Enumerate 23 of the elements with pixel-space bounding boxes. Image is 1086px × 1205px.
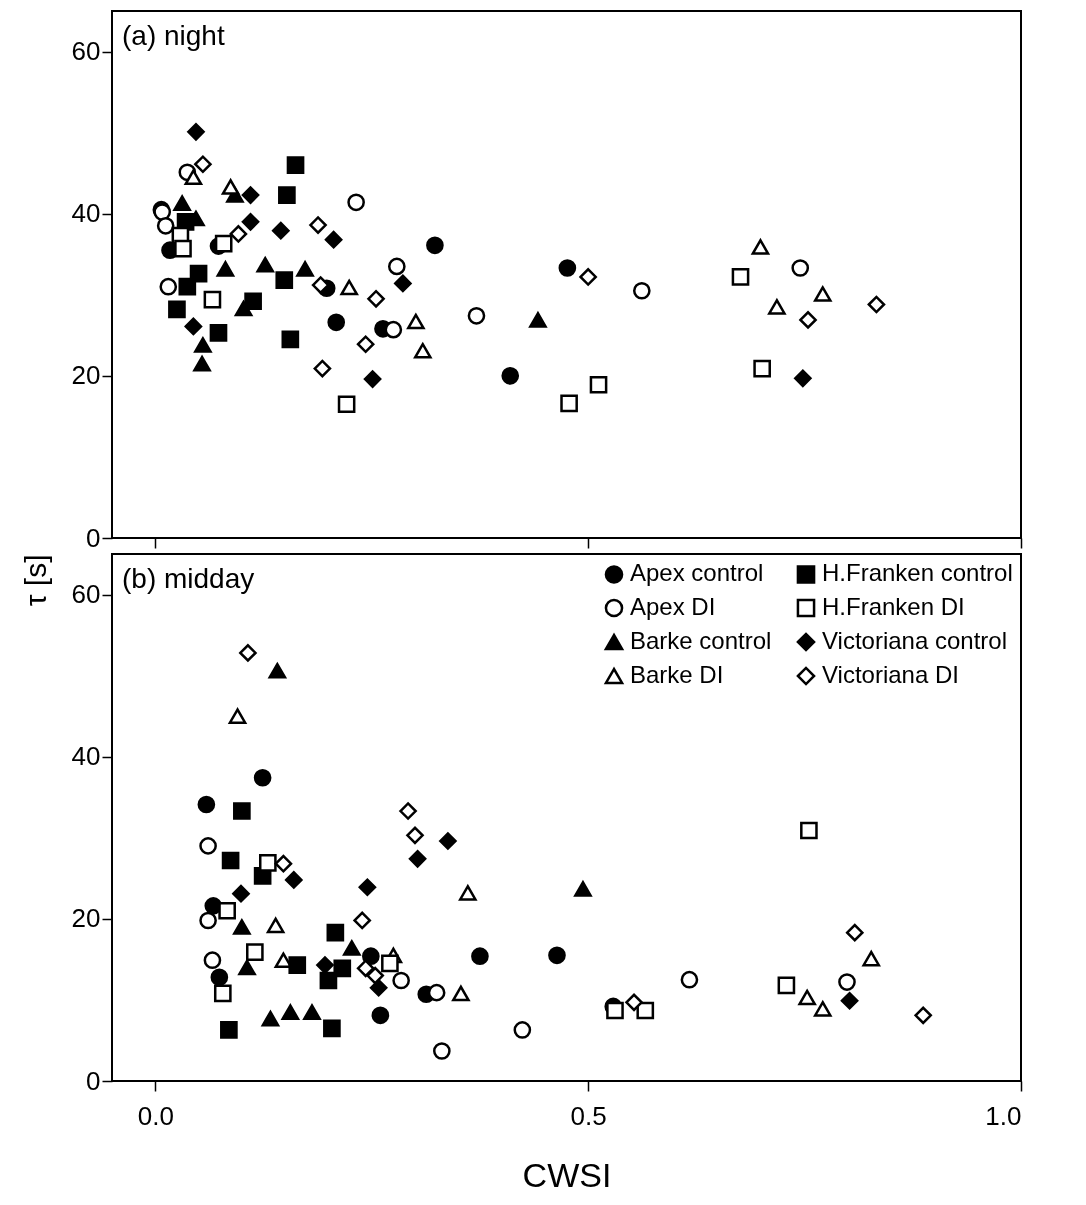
y-tick-label: 60 bbox=[71, 36, 101, 67]
x-axis-title: CWSI bbox=[522, 1155, 612, 1194]
legend-label: Barke control bbox=[630, 627, 772, 654]
y-tick-label: 20 bbox=[71, 903, 101, 934]
y-tick-label: 40 bbox=[71, 741, 101, 772]
x-tick-label: 0.0 bbox=[137, 1100, 174, 1131]
chart-title: (a) night bbox=[122, 20, 225, 51]
x-tick-label: 0.5 bbox=[570, 1100, 607, 1131]
y-tick-label: 0 bbox=[86, 522, 101, 553]
legend-label: Apex control bbox=[630, 559, 764, 587]
x-tick-label: 1.0 bbox=[985, 1100, 1022, 1131]
legend-label: H.Franken control bbox=[822, 559, 1013, 587]
chart-title: (b) midday bbox=[122, 563, 255, 594]
y-axis-title: τ [s] bbox=[18, 554, 52, 607]
legend-label: Victoriana control bbox=[822, 627, 1007, 654]
legend-label: Barke DI bbox=[630, 661, 724, 688]
legend-label: Victoriana DI bbox=[822, 661, 959, 688]
y-tick-label: 60 bbox=[71, 579, 101, 610]
y-tick-label: 0 bbox=[86, 1065, 101, 1096]
y-tick-label: 40 bbox=[71, 198, 101, 229]
legend-label: Apex DI bbox=[630, 593, 716, 620]
y-tick-label: 20 bbox=[71, 360, 101, 391]
legend-label: H.Franken DI bbox=[822, 593, 965, 620]
